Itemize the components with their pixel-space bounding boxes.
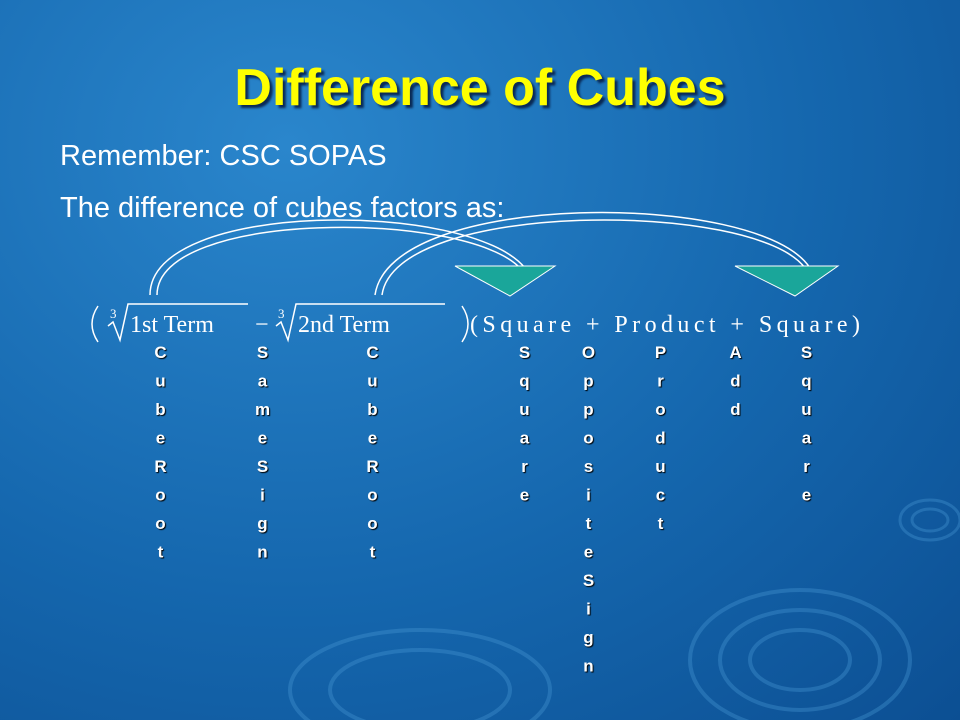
term: 1st Term	[130, 312, 214, 338]
acronym-column: OppositeSign	[579, 343, 598, 685]
acronym-column: CubeRoot	[363, 343, 382, 571]
acronym-column: SameSign	[253, 343, 272, 571]
text-line: Remember: CSC SOPAS	[60, 140, 387, 172]
acronym-column: CubeRoot	[151, 343, 170, 571]
second-factor: (Square + Product + Square)	[470, 312, 860, 338]
acronym-column: Add	[726, 343, 745, 429]
root-index: 3	[110, 306, 117, 321]
text-line: The difference of cubes factors as:	[60, 192, 505, 224]
title: Difference of Cubes	[234, 59, 726, 117]
formula-shapes	[91, 303, 469, 343]
arrow-head	[454, 265, 557, 297]
term: 2nd Term	[298, 312, 390, 338]
arrow-head	[734, 265, 840, 297]
operator: −	[255, 312, 269, 338]
acronym-column: Product	[651, 343, 670, 543]
ripples	[288, 498, 960, 720]
arrows	[149, 211, 811, 296]
root-index: 3	[278, 306, 285, 321]
acronym-column: Square	[515, 343, 534, 514]
acronym-column: Square	[797, 343, 816, 514]
